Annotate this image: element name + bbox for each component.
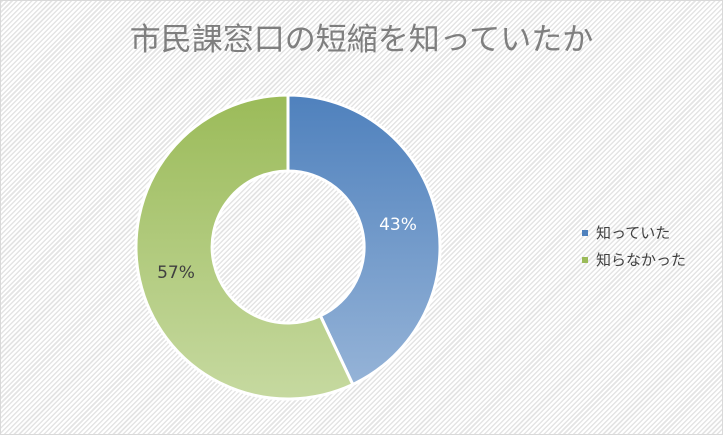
slice-known[interactable] (286, 93, 442, 386)
data-label-unknown: 57% (157, 263, 195, 283)
legend-swatch-green-icon (582, 256, 588, 263)
slice-unknown[interactable] (134, 93, 355, 401)
legend-label: 知らなかった (596, 251, 687, 269)
legend-swatch-blue-icon (582, 229, 588, 236)
legend-label: 知っていた (596, 224, 671, 242)
chart-title: 市民課窓口の短縮を知っていたか (129, 22, 594, 58)
data-label-known: 43% (379, 215, 417, 235)
legend-item-known[interactable]: 知っていた (582, 219, 686, 246)
legend: 知っていた 知らなかった (582, 219, 686, 273)
legend-item-unknown[interactable]: 知らなかった (582, 246, 686, 273)
